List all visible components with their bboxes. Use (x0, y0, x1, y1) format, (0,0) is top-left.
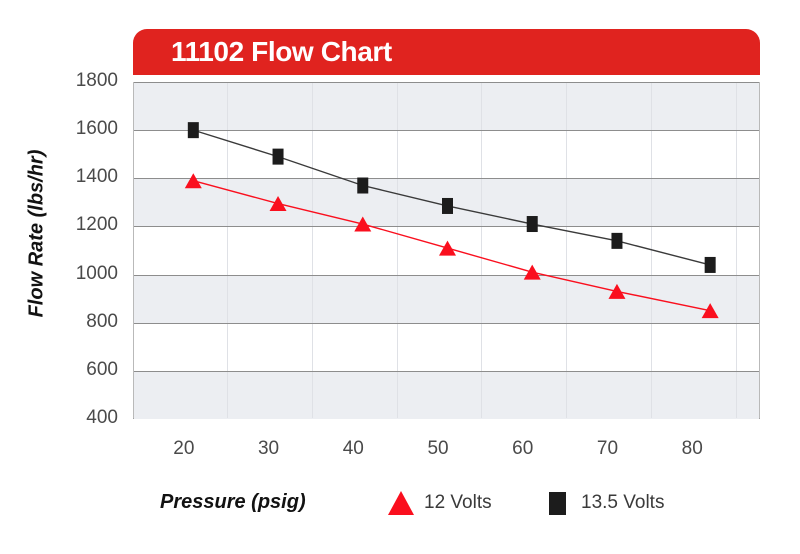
chart-title: 11102 Flow Chart (171, 36, 392, 67)
data-point-square (442, 197, 453, 214)
square-marker-icon (549, 492, 566, 515)
gridline-horizontal (134, 226, 759, 228)
gridline-horizontal (134, 274, 759, 276)
x-tick-label: 60 (512, 438, 534, 459)
gridline-horizontal (134, 178, 759, 180)
gridline-vertical (481, 82, 483, 418)
y-axis-title: Flow Rate (lbs/hr) (25, 149, 48, 318)
x-tick-label: 70 (596, 438, 619, 459)
x-tick-label: 50 (427, 438, 449, 459)
data-point-triangle (354, 216, 372, 232)
series-13-5-volts (187, 122, 716, 273)
gridline-horizontal (134, 82, 759, 83)
gridline-vertical (227, 82, 229, 418)
plot-band (134, 370, 759, 419)
gridline-horizontal (134, 322, 759, 324)
x-tick-label: 30 (257, 438, 280, 459)
y-tick-label: 600 (86, 358, 118, 380)
y-tick-label: 1200 (75, 214, 118, 236)
y-tick-label: 1600 (75, 118, 118, 140)
data-point-triangle (439, 240, 456, 256)
data-point-square (187, 122, 199, 139)
data-point-square (357, 177, 369, 194)
data-point-triangle (608, 283, 626, 299)
gridline-horizontal (134, 370, 759, 372)
data-point-triangle (523, 264, 541, 280)
y-tick-label: 1000 (75, 262, 118, 284)
data-point-triangle (701, 303, 719, 319)
data-point-triangle (184, 173, 202, 189)
gridline-vertical (311, 82, 313, 418)
y-tick-label: 1400 (75, 166, 118, 188)
gridline-vertical (396, 82, 398, 418)
series-layer (184, 122, 719, 319)
plot-band (134, 82, 759, 131)
x-tick-label: 80 (681, 438, 703, 459)
gridline-vertical (735, 82, 737, 418)
y-tick-label: 1800 (75, 70, 118, 91)
data-point-square (704, 256, 716, 273)
data-point-square (611, 232, 623, 249)
x-axis-title: Pressure (psig) (160, 491, 306, 513)
legend-label-13-5-volts: 13.5 Volts (581, 492, 665, 513)
y-axis-tick-labels: 400 600 800 1000 1200 1400 1600 1800 (56, 0, 118, 554)
plot-area (133, 82, 760, 419)
data-point-square (272, 148, 284, 165)
y-tick-label: 400 (86, 407, 118, 428)
gridline-horizontal (134, 130, 759, 132)
y-tick-label: 800 (86, 310, 118, 332)
gridline-vertical (566, 82, 568, 418)
series-line (193, 129, 711, 266)
data-point-triangle (269, 196, 287, 212)
series-12-volts (184, 173, 719, 319)
x-tick-label: 40 (342, 438, 364, 459)
chart-title-banner: 11102 Flow Chart (133, 29, 760, 75)
triangle-marker-icon (388, 491, 414, 515)
data-point-square (526, 216, 538, 233)
x-tick-label: 20 (173, 438, 195, 459)
legend-label-12-volts: 12 Volts (424, 492, 492, 513)
